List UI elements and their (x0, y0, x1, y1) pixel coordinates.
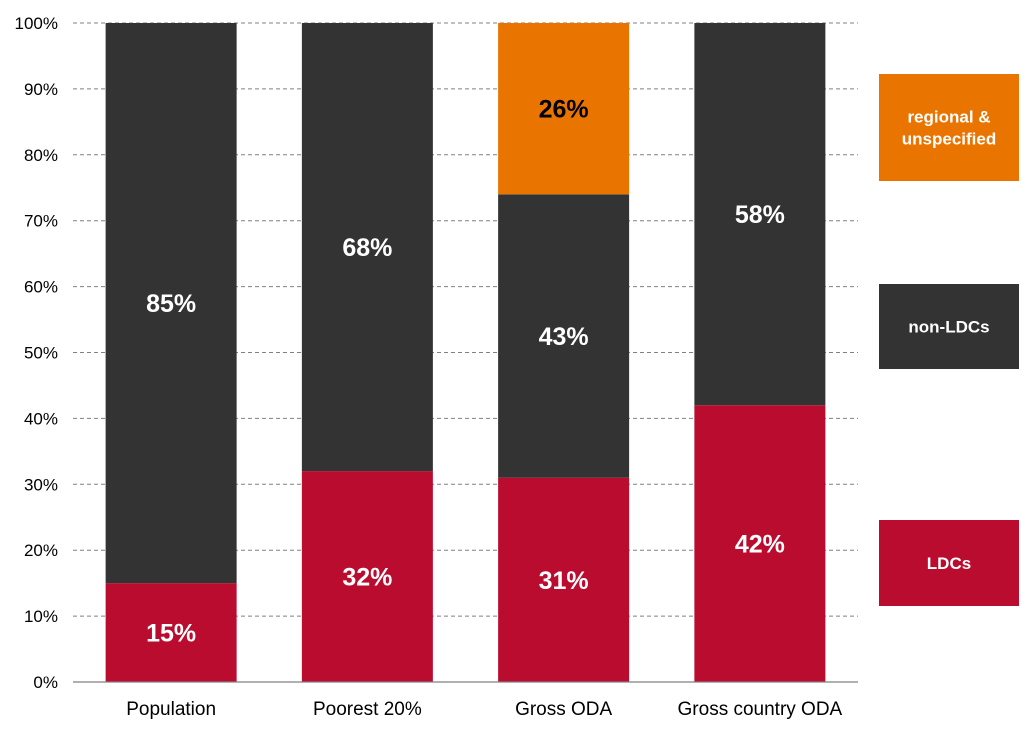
bar-segment (105, 23, 237, 584)
y-tick-label: 90% (24, 80, 58, 99)
y-tick-label: 10% (24, 607, 58, 626)
y-tick-label: 100% (15, 14, 58, 33)
legend-entry: regional & unspecified (879, 74, 1019, 181)
y-tick-label: 40% (24, 409, 58, 428)
data-label: 58% (735, 201, 785, 229)
x-tick-label: Poorest 20% (313, 699, 422, 720)
legend-swatch (879, 520, 1019, 606)
data-label: 26% (539, 96, 589, 124)
y-tick-label: 20% (24, 541, 58, 560)
bar-segment (498, 23, 630, 195)
bar-segment (498, 477, 630, 682)
legend-entry: non-LDCs (879, 284, 1019, 369)
legend-label: LDCs (927, 554, 971, 573)
data-labels: 15% 85% 32% 68% 31% 43% 26% 42% 58% (146, 96, 785, 648)
data-label: 31% (539, 567, 589, 595)
x-tick-label: Gross ODA (515, 699, 612, 720)
y-tick-label: 30% (24, 475, 58, 494)
data-label: 15% (146, 620, 196, 648)
data-label: 32% (342, 564, 392, 592)
bar-segment (301, 471, 433, 682)
y-tick-label: 50% (24, 344, 58, 363)
bar-segment (694, 405, 826, 682)
bar-segment (498, 194, 630, 478)
data-label: 43% (539, 323, 589, 351)
data-label: 68% (342, 234, 392, 262)
legend-swatch (879, 74, 1019, 181)
legend-label: regional & (907, 108, 990, 127)
data-label: 85% (146, 290, 196, 318)
y-tick-label: 60% (24, 278, 58, 297)
y-tick-label: 80% (24, 146, 58, 165)
legend-label: unspecified (902, 130, 996, 149)
legend-entry: LDCs (879, 520, 1019, 606)
y-axis: 0% 10% 20% 30% 40% 50% 60% 70% 80% 90% 100% (15, 14, 58, 692)
bar-segment (301, 23, 433, 472)
x-tick-label: Gross country ODA (678, 699, 843, 720)
y-tick-label: 0% (33, 673, 58, 692)
x-tick-label: Population (126, 699, 216, 720)
bar-segment (105, 583, 237, 682)
bars (105, 23, 826, 682)
legend-swatch (879, 284, 1019, 369)
x-axis: Population Poorest 20% Gross ODA Gross coun… (73, 681, 858, 720)
data-label: 42% (735, 531, 785, 559)
bar-segment (694, 23, 826, 406)
legend-label: non-LDCs (908, 318, 989, 337)
legend: regional & unspecified non-LDCs LDCs (879, 74, 1019, 606)
y-tick-label: 70% (24, 212, 58, 231)
